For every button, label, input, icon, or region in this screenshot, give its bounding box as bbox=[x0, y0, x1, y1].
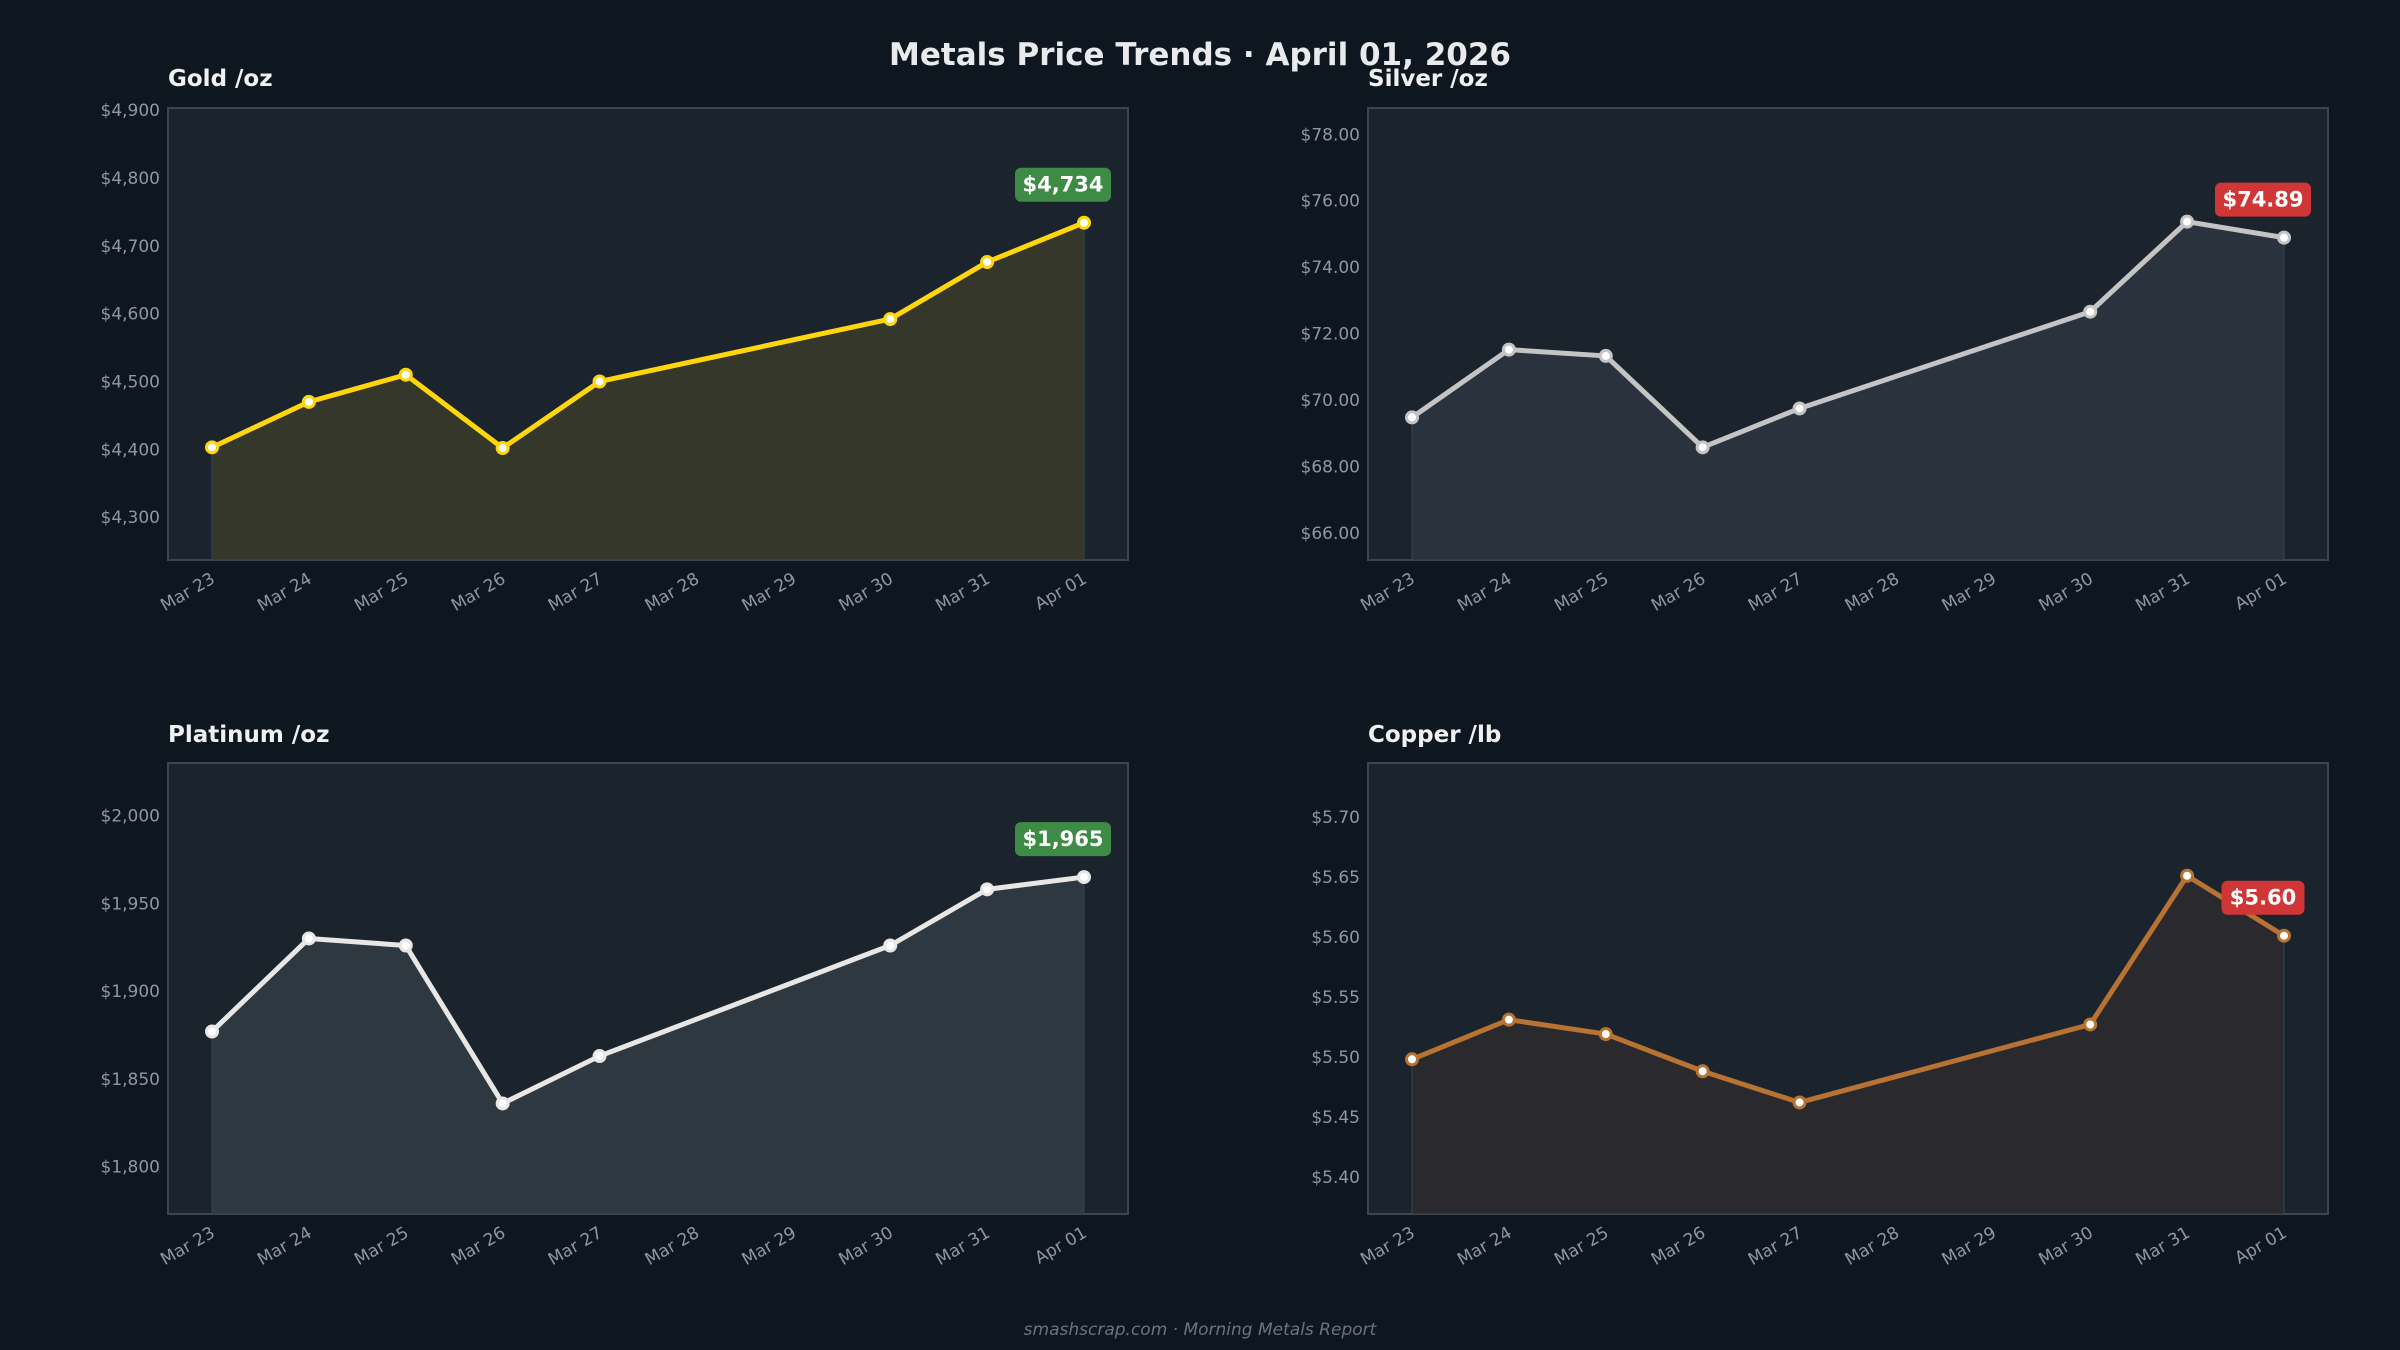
y-tick-label: $5.50 bbox=[1311, 1048, 1360, 1068]
y-tick-label: $4,900 bbox=[101, 101, 160, 121]
data-point bbox=[2083, 1017, 2098, 1032]
data-point bbox=[495, 1096, 510, 1111]
y-tick-label: $5.55 bbox=[1311, 988, 1360, 1008]
series-line bbox=[1411, 873, 2286, 1105]
data-point bbox=[1792, 401, 1807, 416]
data-point bbox=[592, 374, 607, 389]
last-price-badge: $74.89 bbox=[2215, 182, 2311, 217]
data-point bbox=[398, 938, 413, 953]
y-tick-label: $4,600 bbox=[101, 305, 160, 325]
series-line bbox=[210, 874, 1085, 1106]
data-point bbox=[495, 441, 510, 456]
y-tick-label: $5.65 bbox=[1311, 868, 1360, 888]
data-point bbox=[1695, 1064, 1710, 1079]
y-tick-label: $5.70 bbox=[1311, 808, 1360, 828]
data-point bbox=[883, 312, 898, 327]
data-point bbox=[205, 1024, 219, 1039]
data-point bbox=[2180, 868, 2195, 883]
y-tick-label: $78.00 bbox=[1301, 125, 1360, 145]
data-point bbox=[1405, 1052, 1419, 1067]
series-line bbox=[1410, 219, 2285, 450]
badge-background bbox=[1015, 822, 1111, 857]
last-price-badge: $5.60 bbox=[2221, 880, 2305, 915]
series-line bbox=[210, 220, 1085, 451]
data-point bbox=[205, 440, 219, 455]
y-tick-label: $4,700 bbox=[101, 237, 160, 257]
main-title: Metals Price Trends · April 01, 2026 bbox=[889, 37, 1511, 73]
data-point bbox=[301, 931, 316, 946]
data-point bbox=[592, 1049, 607, 1064]
y-tick-label: $4,400 bbox=[101, 440, 160, 460]
data-point bbox=[2277, 230, 2291, 245]
data-point bbox=[398, 367, 413, 382]
data-point bbox=[883, 938, 898, 953]
y-tick-label: $4,800 bbox=[101, 169, 160, 189]
data-point bbox=[2277, 928, 2291, 943]
y-tick-label: $76.00 bbox=[1301, 192, 1360, 212]
data-point bbox=[1501, 1012, 1516, 1027]
last-price-label: $5.60 bbox=[2230, 886, 2296, 910]
y-tick-label: $5.45 bbox=[1311, 1108, 1360, 1128]
data-point bbox=[1077, 215, 1091, 230]
chart-panel-silver: Silver /oz $66.00 $68.00 $70.00 $72.00 $74.00… bbox=[1301, 66, 2329, 616]
data-point bbox=[1405, 410, 1419, 425]
y-tick-label: $1,950 bbox=[101, 894, 160, 914]
last-price-label: $1,965 bbox=[1022, 827, 1103, 851]
data-point bbox=[1792, 1095, 1807, 1110]
y-tick-label: $5.60 bbox=[1311, 928, 1360, 948]
y-tick-label: $74.00 bbox=[1301, 258, 1360, 278]
chart-title: Platinum /oz bbox=[168, 722, 329, 748]
data-point bbox=[1501, 342, 1516, 357]
data-point bbox=[1598, 1027, 1613, 1042]
y-tick-label: $1,850 bbox=[101, 1070, 160, 1090]
last-price-label: $4,734 bbox=[1022, 173, 1103, 197]
footer-credit: smashscrap.com · Morning Metals Report bbox=[1024, 1320, 1378, 1340]
data-point bbox=[1077, 870, 1091, 885]
y-tick-label: $2,000 bbox=[101, 807, 160, 827]
chart-title: Copper /lb bbox=[1368, 722, 1501, 748]
y-tick-label: $4,300 bbox=[101, 508, 160, 528]
badge-background bbox=[2215, 182, 2311, 217]
data-point bbox=[1598, 348, 1613, 363]
y-tick-label: $72.00 bbox=[1301, 325, 1360, 345]
data-point bbox=[1695, 440, 1710, 455]
data-point bbox=[2180, 214, 2195, 229]
data-point bbox=[301, 394, 316, 409]
data-point bbox=[980, 882, 995, 897]
chart-panel-copper: Copper /lb $5.40 $5.45 $5.50 $5.55 $5.60 $5.65… bbox=[1311, 722, 2329, 1270]
y-tick-label: $68.00 bbox=[1301, 458, 1360, 478]
last-price-badge: $4,734 bbox=[1015, 167, 1111, 202]
data-point bbox=[2083, 304, 2098, 319]
y-tick-label: $4,500 bbox=[101, 373, 160, 393]
y-tick-label: $1,900 bbox=[101, 982, 160, 1002]
y-tick-label: $66.00 bbox=[1301, 524, 1360, 544]
y-tick-label: $70.00 bbox=[1301, 391, 1360, 411]
last-price-badge: $1,965 bbox=[1015, 822, 1111, 857]
badge-background bbox=[1015, 167, 1111, 202]
chart-title: Silver /oz bbox=[1368, 66, 1488, 92]
y-tick-label: $1,800 bbox=[101, 1158, 160, 1178]
last-price-label: $74.89 bbox=[2222, 188, 2303, 212]
chart-title: Gold /oz bbox=[168, 66, 273, 92]
badge-background bbox=[2221, 880, 2305, 915]
chart-panel-gold: Gold /oz $4,300 $4,400 $4,500 $4,600 $4,700 $4… bbox=[101, 66, 1129, 616]
y-tick-label: $5.40 bbox=[1311, 1168, 1360, 1188]
chart-panel-platinum: Platinum /oz $1,800 $1,850 $1,900 $1,950 $2,0… bbox=[101, 722, 1129, 1270]
data-point bbox=[980, 255, 995, 270]
